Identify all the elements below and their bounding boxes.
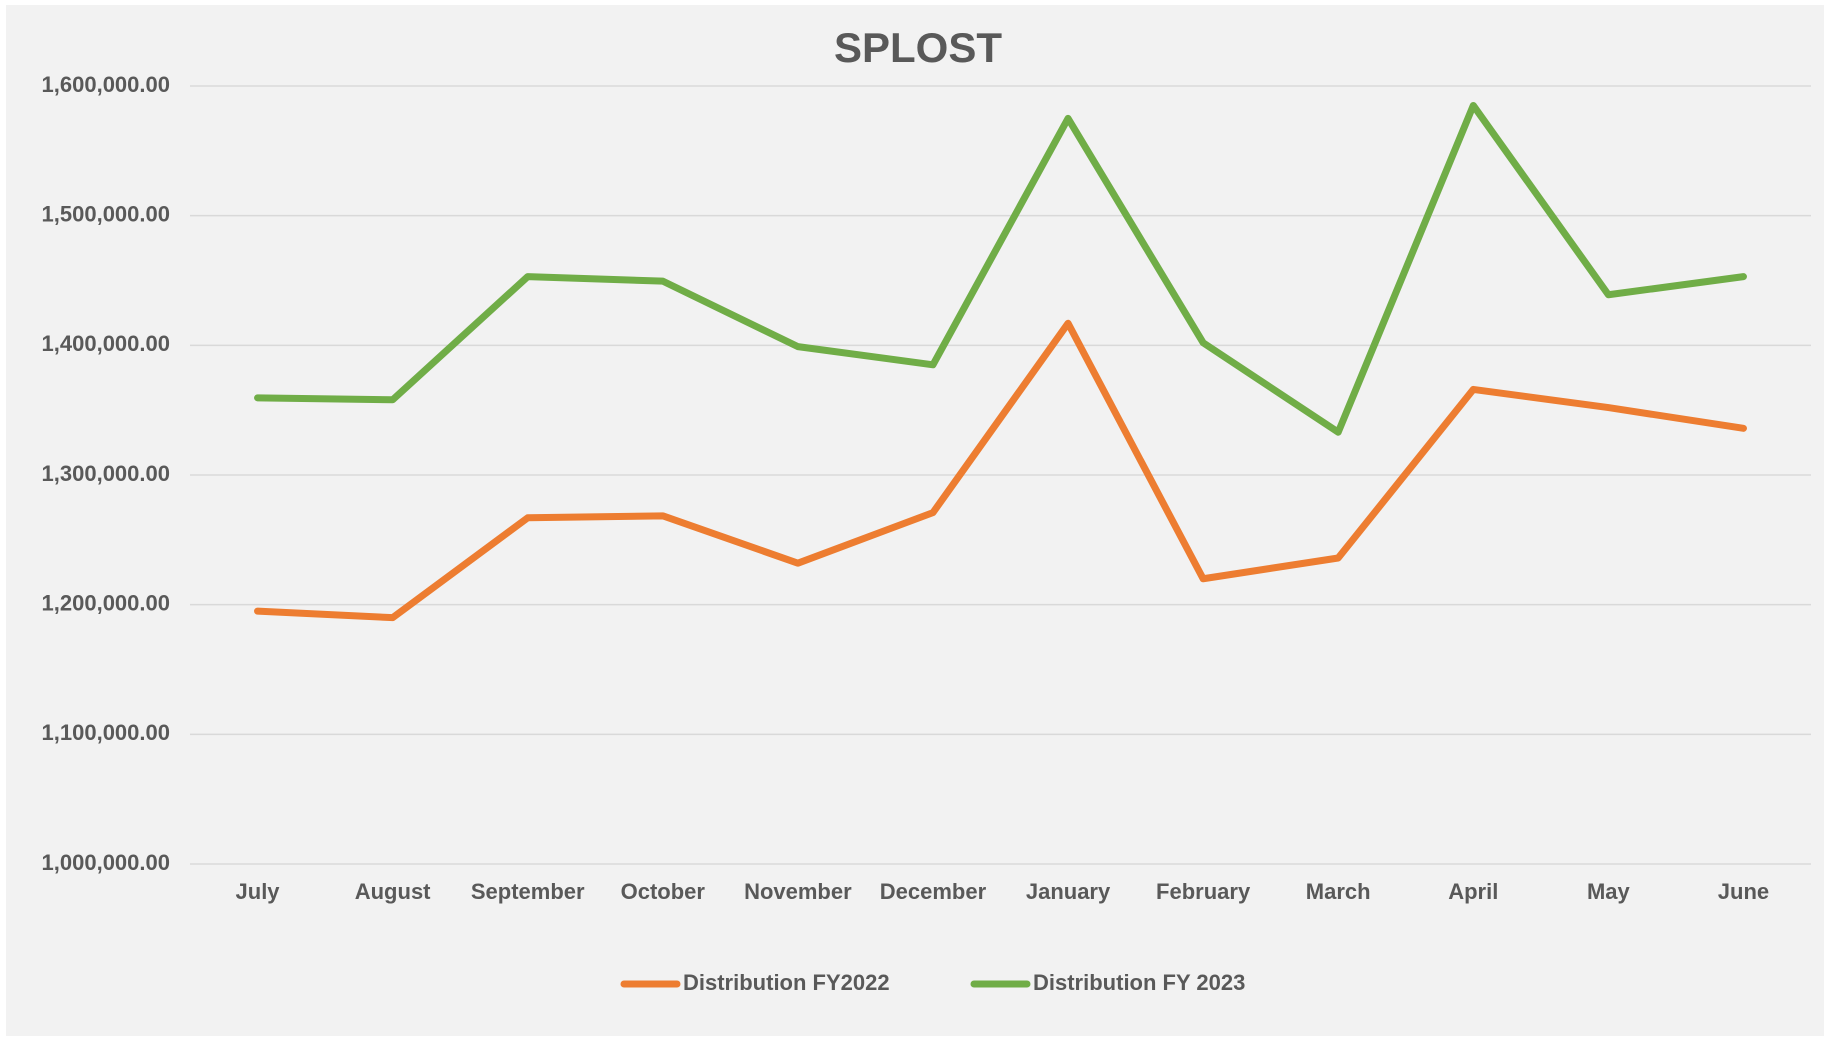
x-tick-label: July [236,879,281,904]
series-line [254,319,1747,622]
y-tick-label: 1,000,000.00 [42,850,170,875]
x-tick-label: December [880,879,987,904]
chart-title: SPLOST [834,24,1002,71]
y-tick-label: 1,100,000.00 [42,720,170,745]
y-tick-label: 1,400,000.00 [42,331,170,356]
x-tick-label: August [355,879,431,904]
x-tick-label: September [471,879,585,904]
series-line [254,101,1747,436]
x-tick-label: October [621,879,706,904]
y-tick-label: 1,300,000.00 [42,461,170,486]
legend-label: Distribution FY 2023 [1033,970,1245,995]
x-tick-label: March [1306,879,1371,904]
x-tick-label: May [1587,879,1631,904]
y-tick-label: 1,500,000.00 [42,201,170,226]
x-tick-label: June [1718,879,1769,904]
y-tick-label: 1,600,000.00 [42,72,170,97]
legend-label: Distribution FY2022 [683,970,890,995]
x-tick-label: February [1156,879,1251,904]
x-tick-label: November [744,879,852,904]
y-tick-label: 1,200,000.00 [42,590,170,615]
x-tick-label: January [1026,879,1111,904]
x-tick-label: April [1448,879,1498,904]
